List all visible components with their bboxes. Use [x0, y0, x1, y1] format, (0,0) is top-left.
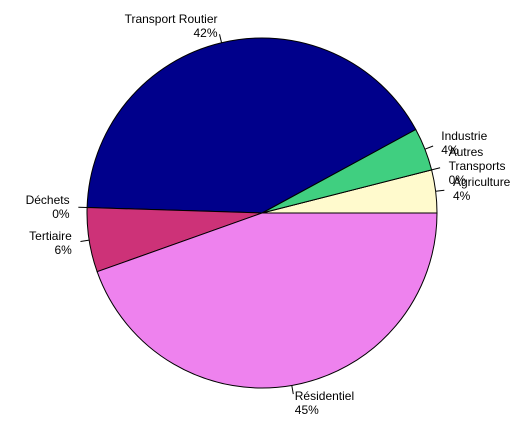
slice-label: Déchets 0% — [26, 193, 70, 221]
leader-line — [219, 34, 223, 43]
slice-label: Agriculture 4% — [453, 175, 510, 203]
slice-label: Transport Routier 42% — [125, 12, 218, 40]
leader-line — [424, 145, 434, 150]
category-label: Tertiaire — [29, 228, 72, 243]
value-label: 6% — [54, 242, 72, 257]
category-label: Déchets — [25, 193, 70, 207]
category-label: Agriculture — [453, 175, 511, 190]
leader-line — [431, 167, 441, 171]
leader-line — [435, 189, 445, 192]
slice-label: Autres Transports 0% — [449, 145, 506, 187]
category-label: Autres Transports — [448, 144, 506, 173]
pie-slice — [96, 212, 438, 389]
value-label: 4% — [453, 189, 471, 204]
value-label: 4% — [441, 142, 459, 157]
slice-label: Tertiaire 6% — [29, 229, 72, 257]
category-label: Transport Routier — [124, 11, 218, 26]
value-label: 42% — [193, 25, 218, 40]
value-label: 0% — [52, 207, 70, 221]
value-label: 45% — [294, 402, 319, 417]
category-label: Industrie — [441, 128, 488, 143]
category-label: Résidentiel — [294, 388, 355, 403]
slice-label: Résidentiel 45% — [295, 389, 354, 417]
value-label: 0% — [448, 172, 466, 187]
pie-slice — [86, 37, 417, 214]
leader-line — [291, 385, 294, 395]
leader-line — [80, 239, 90, 242]
slice-label: Industrie 4% — [441, 129, 487, 157]
